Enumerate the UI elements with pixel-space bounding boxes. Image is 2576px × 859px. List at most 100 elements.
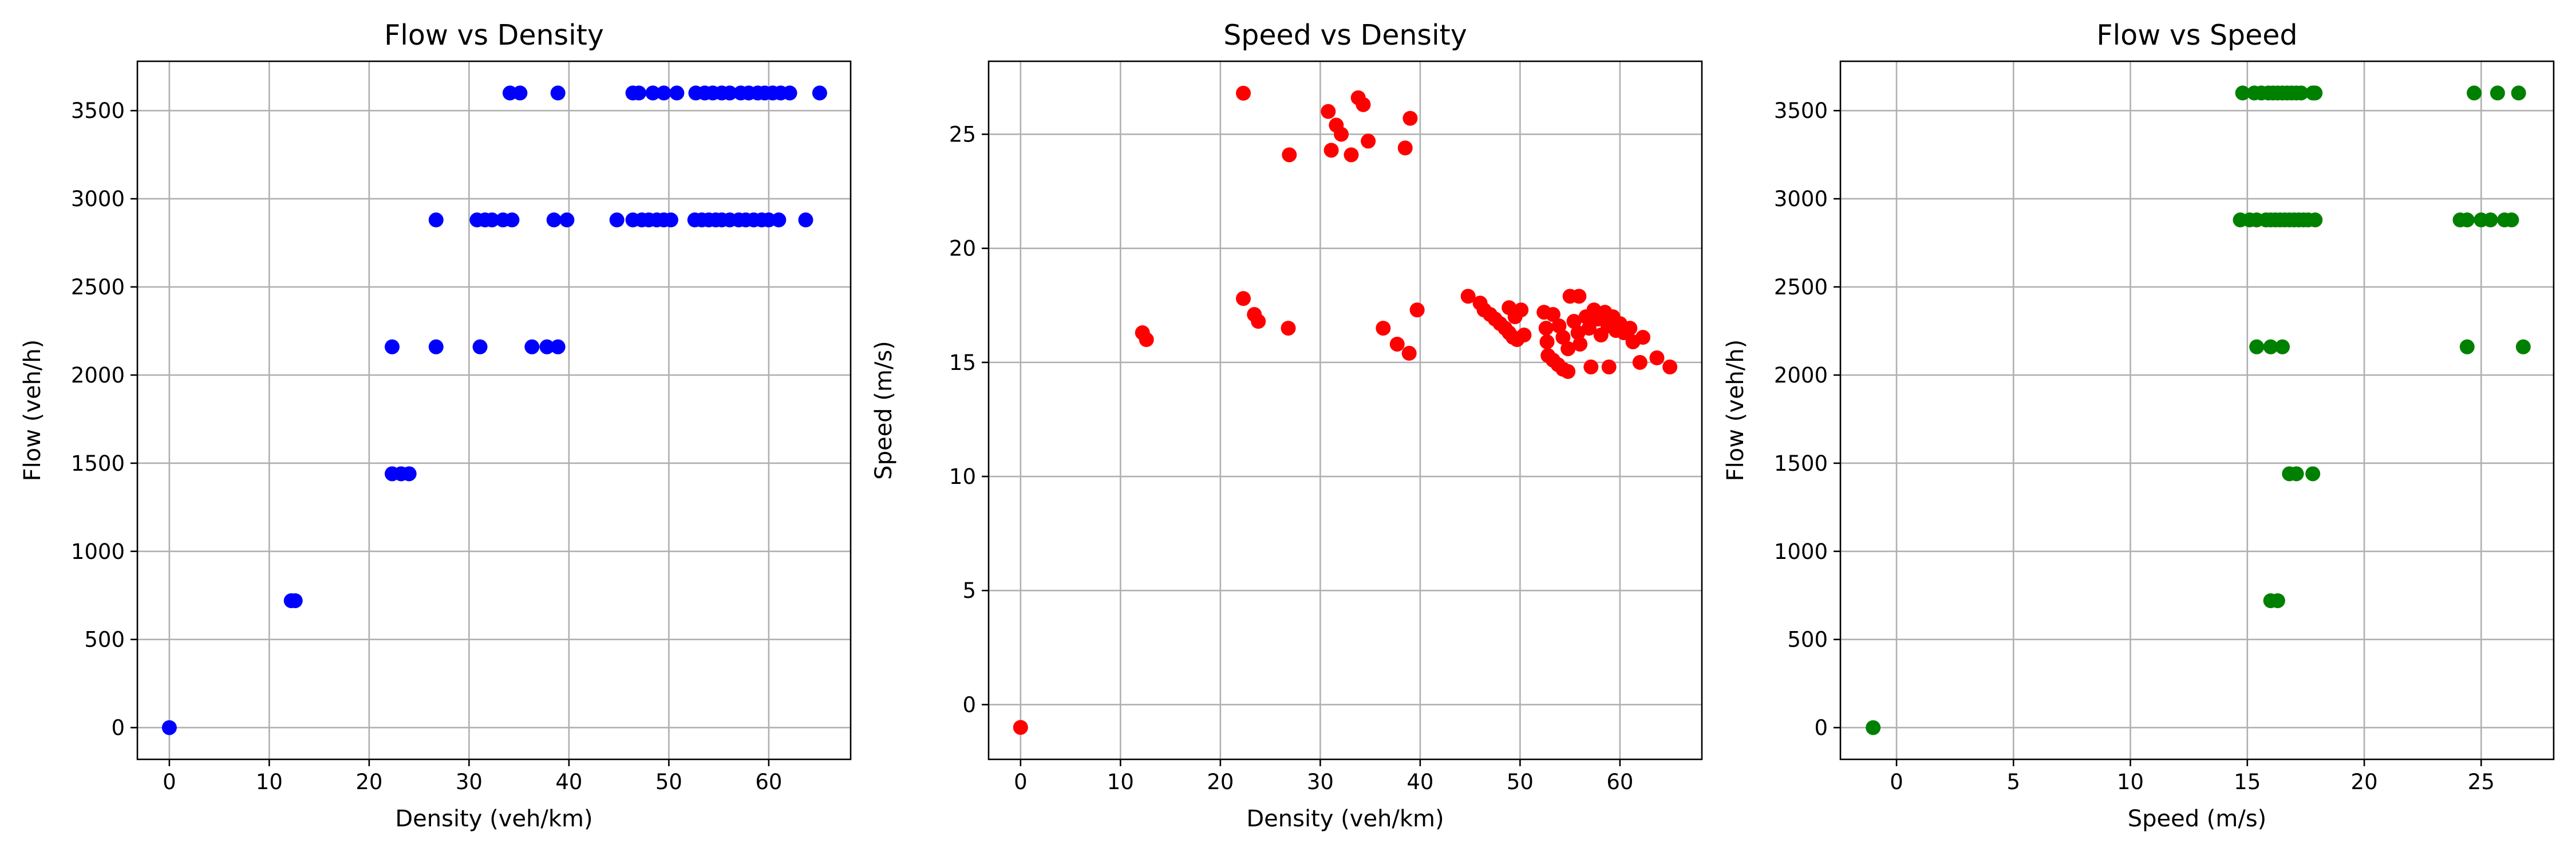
data-point <box>428 339 444 354</box>
x-axis-label: Density (veh/km) <box>1246 806 1444 832</box>
chart-2: 0 10 20 30 40 50 60 0 5 10 15 20 25 Speed vs Density D… <box>871 19 1703 832</box>
data-point <box>546 212 562 228</box>
data-point <box>539 339 555 354</box>
data-point <box>2293 85 2309 101</box>
x-tick-label: 50 <box>655 770 682 794</box>
y-tick-label: 2000 <box>71 363 125 388</box>
x-tick-label: 5 <box>2007 770 2021 794</box>
data-point <box>2459 212 2475 228</box>
y-tick-label: 1000 <box>71 539 125 564</box>
plot-frame <box>1839 60 2555 761</box>
y-tick-label: 25 <box>949 122 976 147</box>
data-point <box>401 466 417 482</box>
data-point <box>550 339 566 354</box>
data-point <box>1236 85 1251 101</box>
y-tick-label: 500 <box>84 628 125 652</box>
data-point <box>2263 339 2278 354</box>
data-point <box>512 85 528 101</box>
y-axis-label: Flow (veh/h) <box>1722 340 1749 482</box>
y-tick-label: 0 <box>1814 716 1828 740</box>
y-tick-label: 10 <box>949 464 976 489</box>
x-axis-label: Density (veh/km) <box>395 806 592 832</box>
data-point <box>1356 97 1371 112</box>
data-point <box>1323 143 1339 158</box>
data-point <box>472 339 488 354</box>
data-point <box>663 212 678 228</box>
data-point <box>2289 466 2304 482</box>
data-point <box>2483 212 2498 228</box>
data-point <box>1662 359 1678 375</box>
chart-title: Flow vs Density <box>384 19 604 52</box>
y-tick-label: 15 <box>949 350 976 375</box>
data-point <box>1321 104 1336 119</box>
data-point <box>1545 307 1560 322</box>
y-tick-label: 0 <box>962 692 976 717</box>
data-point <box>2459 339 2475 354</box>
y-tick-label: 1000 <box>1774 539 1828 564</box>
data-point <box>812 85 827 101</box>
y-tick-label: 2500 <box>1774 275 1828 300</box>
data-point <box>161 720 177 735</box>
x-tick-label: 60 <box>1606 770 1633 794</box>
x-tick-label: 10 <box>2117 770 2144 794</box>
data-point <box>669 85 685 101</box>
x-tick-label: 0 <box>163 770 176 794</box>
data-point <box>2308 212 2323 228</box>
data-point <box>2270 593 2285 608</box>
data-point <box>287 593 303 608</box>
data-point <box>1516 328 1532 343</box>
y-tick-label: 1500 <box>71 451 125 476</box>
x-tick-label: 15 <box>2234 770 2261 794</box>
data-point <box>2490 85 2505 101</box>
data-point <box>722 85 737 101</box>
data-point <box>1251 314 1266 329</box>
plot-frame <box>987 60 1703 761</box>
x-tick-label: 10 <box>1107 770 1134 794</box>
chart-3: 0 5 10 15 20 25 0 500 1000 1500 2000 2500 3000 3500 Fl… <box>1722 19 2555 832</box>
data-point <box>2235 85 2250 101</box>
data-point <box>1555 330 1571 345</box>
y-axis-label: Speed (m/s) <box>871 341 897 480</box>
data-point <box>1361 133 1376 149</box>
data-point <box>798 212 813 228</box>
data-point <box>428 212 444 228</box>
x-axis-label: Speed (m/s) <box>2128 806 2267 832</box>
data-point <box>1409 302 1425 318</box>
data-point <box>1281 321 1296 336</box>
data-point <box>782 85 797 101</box>
data-point <box>1539 334 1555 349</box>
data-point <box>1236 291 1251 306</box>
x-tick-label: 10 <box>256 770 283 794</box>
data-point <box>1344 147 1359 163</box>
data-point <box>1622 321 1638 336</box>
data-point <box>2511 85 2526 101</box>
data-point <box>1402 111 1418 126</box>
data-point <box>1139 332 1154 348</box>
x-tick-label: 30 <box>1307 770 1334 794</box>
y-tick-label: 3000 <box>71 187 125 211</box>
chart-title: Speed vs Density <box>1223 19 1467 52</box>
data-point <box>2515 339 2531 354</box>
y-axis-label: Flow (veh/h) <box>19 340 46 482</box>
data-point <box>2467 85 2482 101</box>
y-tick-label: 2000 <box>1774 363 1828 388</box>
x-tick-label: 0 <box>1890 770 1903 794</box>
x-tick-label: 40 <box>1406 770 1433 794</box>
x-tick-label: 20 <box>1207 770 1234 794</box>
data-point <box>1649 350 1665 365</box>
data-point <box>1635 330 1651 345</box>
data-point <box>1334 127 1349 142</box>
data-point <box>504 212 520 228</box>
data-point <box>385 339 400 354</box>
data-point <box>645 85 661 101</box>
data-point <box>1581 321 1597 336</box>
data-point <box>2275 339 2290 354</box>
data-point <box>2504 212 2519 228</box>
data-point <box>656 85 671 101</box>
data-point <box>1282 147 1297 163</box>
x-tick-label: 20 <box>2351 770 2378 794</box>
data-point <box>1560 364 1576 379</box>
data-point <box>524 339 540 354</box>
y-tick-label: 0 <box>111 716 125 740</box>
